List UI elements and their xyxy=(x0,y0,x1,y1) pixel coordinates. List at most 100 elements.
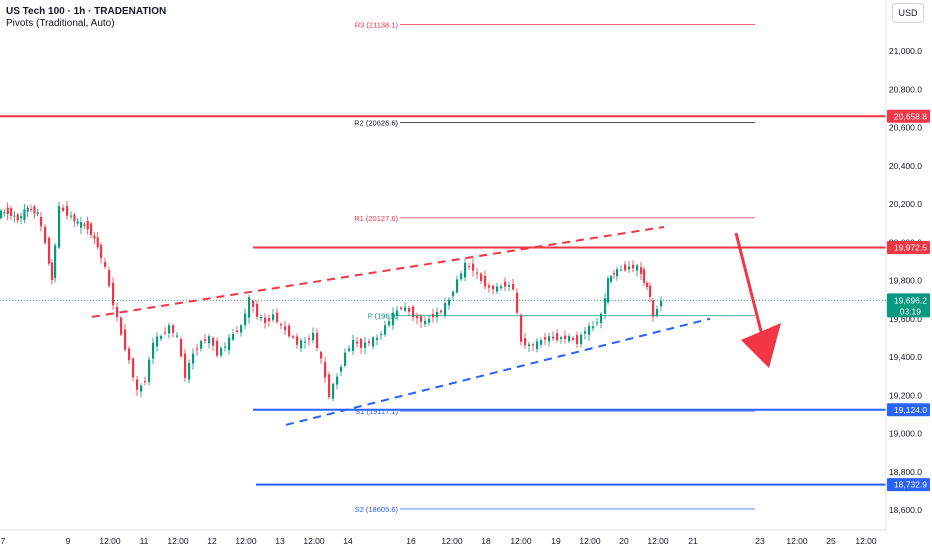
candle-body xyxy=(184,353,187,378)
candle-body xyxy=(136,379,139,390)
price-tick-label: 19,800.0 xyxy=(889,276,922,286)
candle-body xyxy=(66,206,69,216)
candle-body xyxy=(360,339,363,348)
level-price-tag xyxy=(887,478,930,492)
candle-body xyxy=(604,298,607,314)
candle-body xyxy=(328,374,331,397)
pivot-label: R2 (20626.6) xyxy=(354,118,398,127)
candle-body xyxy=(460,273,463,280)
candle-body xyxy=(308,338,311,340)
candle-body xyxy=(116,306,119,318)
level-price-tag xyxy=(887,109,930,123)
candle-body xyxy=(400,307,403,309)
time-axis: 7 9 12:00 11 12:00 12 12:00 13 12:00 14 16 12:00 18 1… xyxy=(1,536,877,546)
candle-body xyxy=(304,341,307,343)
candle-body xyxy=(292,336,295,338)
time-tick-label: 12:00 xyxy=(441,536,463,546)
pivot-label: S1 (19117.1) xyxy=(355,407,398,416)
candle-body xyxy=(300,340,303,349)
candle-body xyxy=(160,335,163,339)
time-tick-label: 12 xyxy=(207,536,217,546)
candle-body xyxy=(232,334,235,340)
candle-body xyxy=(320,352,323,359)
candle-body xyxy=(268,317,271,322)
time-tick-label: 9 xyxy=(66,536,71,546)
candle-body xyxy=(256,303,259,317)
trendlines xyxy=(91,225,711,426)
candle-body xyxy=(120,317,123,335)
time-tick-label: 11 xyxy=(140,536,149,546)
candle-body xyxy=(40,217,43,227)
candle-body xyxy=(288,325,291,337)
candle-body xyxy=(656,308,659,316)
indicator-title: Pivots (Traditional, Auto) xyxy=(6,18,115,29)
candle-body xyxy=(228,337,231,351)
candle-body xyxy=(416,316,419,319)
candle-body xyxy=(90,223,93,236)
candle-body xyxy=(6,207,9,214)
time-tick-label: 12:00 xyxy=(855,536,877,546)
candle-body xyxy=(424,320,427,325)
candle-body xyxy=(204,339,207,341)
candle-body xyxy=(520,314,523,342)
bear-arrow xyxy=(734,232,781,368)
candle-body xyxy=(560,337,563,340)
candle-body xyxy=(643,269,646,283)
candle-body xyxy=(10,208,13,216)
candlesticks xyxy=(0,200,663,401)
current-price-label: 19,696.2 xyxy=(894,295,927,305)
level-price-tag xyxy=(887,241,930,255)
candle-body xyxy=(70,215,73,217)
time-tick-label: 23 xyxy=(755,536,765,546)
candle-body xyxy=(404,307,407,311)
candle-body xyxy=(340,366,343,372)
candle-body xyxy=(640,267,643,274)
candle-body xyxy=(524,338,527,346)
candle-body xyxy=(212,337,215,346)
currency-button[interactable]: USD xyxy=(892,3,924,23)
candle-body xyxy=(384,325,387,335)
candle-body xyxy=(380,333,383,335)
candle-body xyxy=(0,210,3,219)
candle-body xyxy=(86,221,89,230)
candle-body xyxy=(236,330,239,332)
countdown-label: 03:19 xyxy=(900,306,922,316)
time-tick-label: 18 xyxy=(481,536,491,546)
candle-body xyxy=(336,376,339,385)
candle-body xyxy=(132,358,135,378)
candle-body xyxy=(488,285,491,288)
time-tick-label: 12:00 xyxy=(579,536,601,546)
time-tick-label: 12:00 xyxy=(647,536,669,546)
time-tick-label: 16 xyxy=(406,536,416,546)
price-tags: 20,658.8 19,972.5 19,124.0 18,732.9 19,696.2… xyxy=(887,109,930,492)
candle-body xyxy=(16,214,19,221)
candle-body xyxy=(448,299,451,306)
candle-body xyxy=(600,313,603,323)
time-tick-label: 13 xyxy=(275,536,285,546)
time-tick-label: 7 xyxy=(1,536,6,546)
candle-body xyxy=(528,344,531,346)
candle-body xyxy=(252,300,255,307)
candle-body xyxy=(76,221,79,224)
pivot-label: R3 (21138.1) xyxy=(355,21,399,30)
candle-body xyxy=(564,335,567,340)
horizontal-levels xyxy=(0,115,886,486)
arrow-head xyxy=(741,323,781,368)
candle-body xyxy=(508,285,511,287)
pivot-label: P (19616 xyxy=(368,312,398,321)
candle-body xyxy=(244,313,247,326)
candle-body xyxy=(392,312,395,326)
level-price-tag-label: 20,658.8 xyxy=(894,111,927,121)
candle-body xyxy=(492,285,495,290)
candle-body xyxy=(632,264,635,269)
candle-body xyxy=(276,312,279,322)
candle-body xyxy=(532,344,535,346)
candle-body xyxy=(580,334,583,344)
candle-body xyxy=(272,314,275,320)
candle-body xyxy=(368,341,371,343)
candle-body xyxy=(649,285,652,297)
candle-body xyxy=(196,348,199,350)
time-tick-label: 14 xyxy=(343,536,353,546)
candle-body xyxy=(280,324,283,326)
